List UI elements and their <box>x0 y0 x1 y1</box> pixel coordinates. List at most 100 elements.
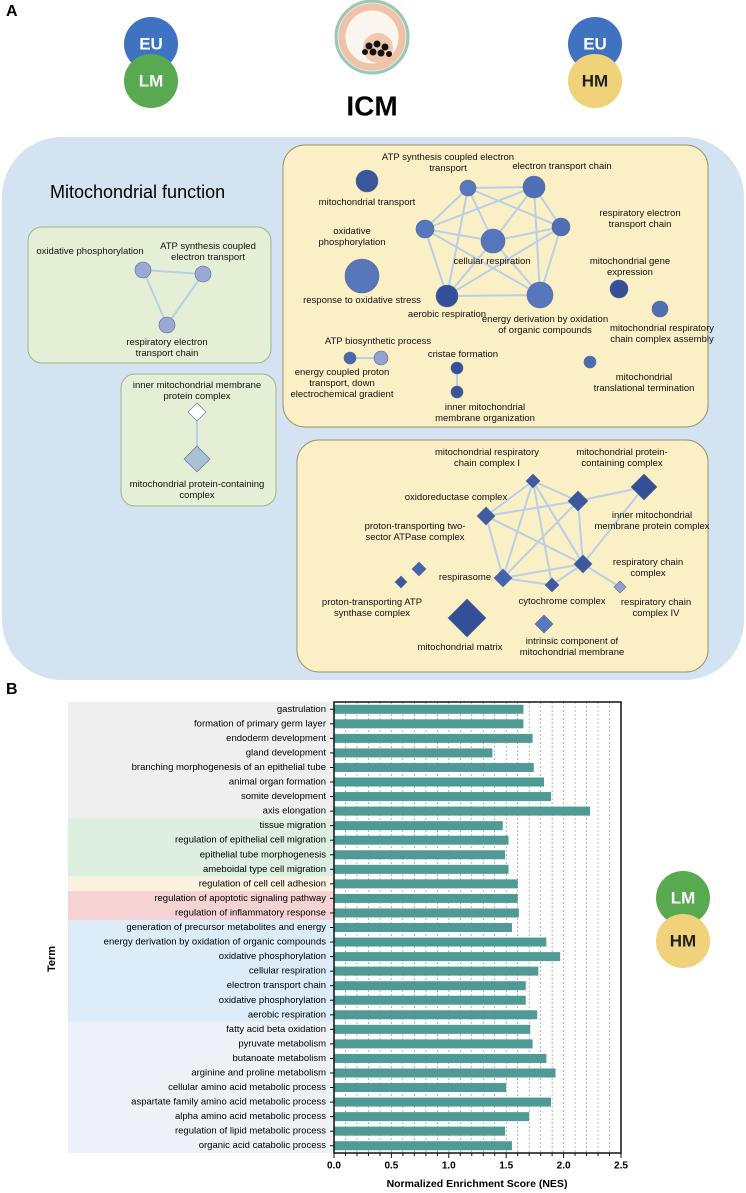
network-node <box>344 258 380 294</box>
network-node <box>534 614 554 634</box>
network-node <box>583 355 597 369</box>
bar <box>334 835 509 845</box>
bar <box>334 850 506 860</box>
bar <box>334 733 533 743</box>
bar <box>334 1010 538 1020</box>
section-title: Mitochondrial function <box>50 182 225 202</box>
network-node <box>493 568 513 588</box>
badge-label: HM <box>582 71 608 90</box>
network-edge <box>424 187 469 230</box>
network-node <box>373 350 389 366</box>
y-tick-label: oxidative phosphorylation <box>219 995 326 1006</box>
network-node <box>613 580 627 594</box>
node-label: oxidoreductase complex <box>404 492 508 503</box>
y-tick-label: tissue migration <box>259 820 326 831</box>
node-label: respiratory electron transport chain <box>599 208 681 230</box>
x-tick-label: 0.5 <box>384 1161 398 1172</box>
y-tick-label: regulation of inflammatory response <box>175 907 326 918</box>
bar <box>334 908 519 918</box>
node-label: mitochondrial protein-containing complex <box>576 447 668 469</box>
bar <box>334 1024 531 1034</box>
bar <box>334 1097 551 1107</box>
network-edge <box>446 187 469 297</box>
bar <box>334 1083 507 1093</box>
group-box <box>27 226 272 364</box>
badge <box>656 871 710 925</box>
x-tick-label: 0.0 <box>327 1161 341 1172</box>
bar <box>334 1053 547 1063</box>
network-edge <box>446 294 541 297</box>
network-edge <box>532 480 553 586</box>
network-node <box>459 179 477 197</box>
network-node <box>609 279 629 299</box>
y-tick-label: regulation of epithelial cell migration <box>175 835 326 846</box>
bar <box>334 952 561 962</box>
node-label: oxidative phosphorylation <box>318 226 386 248</box>
node-label: aerobic respiration <box>407 309 487 320</box>
node-label: respiratory chain complex IV <box>620 597 692 619</box>
network-edge <box>424 228 448 297</box>
y-tick-label: fatty acid beta oxidation <box>226 1024 326 1035</box>
network-node <box>194 265 212 283</box>
node-label: respirasome <box>438 572 492 583</box>
node-label: mitochondrial matrix <box>417 642 503 653</box>
node-label: mitochondrial gene expression <box>589 256 671 278</box>
node-label: proton-transporting two-sector ATPase co… <box>364 521 466 543</box>
y-tick-label: aspartate family amino acid metabolic pr… <box>131 1097 326 1108</box>
node-label: inner mitochondrial membrane organizatio… <box>435 402 535 424</box>
y-tick-label: ameboidal type cell migration <box>203 864 326 875</box>
node-label: response to oxidative stress <box>303 295 421 306</box>
bar <box>334 1112 530 1122</box>
y-tick-label: regulation of cell cell adhesion <box>199 878 326 889</box>
node-label: cytochrome complex <box>518 596 606 607</box>
node-label: cristae formation <box>427 349 499 360</box>
bar <box>334 1141 512 1151</box>
bar <box>334 719 524 729</box>
bar <box>334 864 509 874</box>
node-label: mitochondrial transport <box>318 197 416 208</box>
badge <box>656 914 710 968</box>
group-band <box>68 891 334 921</box>
network-node <box>415 219 435 239</box>
icm-title: ICM <box>346 90 397 121</box>
badge <box>124 54 178 108</box>
bar <box>334 777 545 787</box>
x-axis-label: Normalized Enrichment Score (NES) <box>387 1178 568 1190</box>
bar <box>334 937 547 947</box>
y-axis-label: Term <box>46 946 58 972</box>
embryo-icon <box>334 0 410 75</box>
network-edge <box>502 480 534 579</box>
network-edge <box>424 186 535 230</box>
badge-label: LM <box>671 888 696 907</box>
bar <box>334 821 503 831</box>
y-tick-label: axis elongation <box>263 806 326 817</box>
node-label: ATP biosynthetic process <box>324 336 432 347</box>
network-edge <box>502 500 579 579</box>
network-node <box>411 561 427 577</box>
group-band <box>68 920 334 1023</box>
network-node <box>450 361 464 375</box>
network-node <box>651 300 669 318</box>
group-box <box>120 373 277 507</box>
node-label: oxidative phosphorylation <box>36 246 144 257</box>
node-label: inner mitochondrial membrane protein com… <box>132 380 262 402</box>
network-edge <box>582 486 645 565</box>
network-node <box>544 577 560 593</box>
network-node <box>447 598 487 638</box>
network-edge <box>485 480 534 517</box>
y-tick-label: electron transport chain <box>227 980 326 991</box>
y-tick-label: pyruvate metabolism <box>238 1038 326 1049</box>
network-node <box>476 506 496 526</box>
node-label: respiratory electron transport chain <box>126 337 208 359</box>
node-label: ATP synthesis coupled electron transport <box>160 241 256 263</box>
network-edge <box>485 515 584 565</box>
network-node <box>435 284 459 308</box>
network-node <box>551 217 571 237</box>
y-tick-label: butanoate metabolism <box>233 1053 327 1064</box>
node-label: energy derivation by oxidation of organi… <box>481 314 609 336</box>
y-tick-label: cellular respiration <box>249 966 326 977</box>
node-label: respiratory chain complex <box>612 557 684 579</box>
badge-label: EU <box>583 34 607 53</box>
node-label: cellular respiration <box>453 256 531 267</box>
y-tick-label: oxidative phosphorylation <box>219 951 326 962</box>
